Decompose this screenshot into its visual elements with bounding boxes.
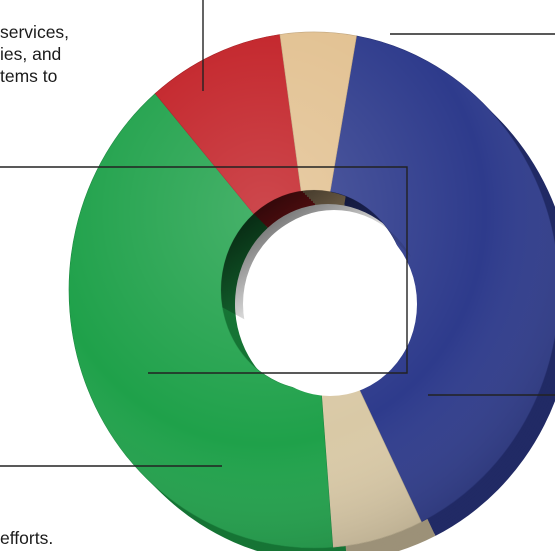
donut-overlay-layer: [69, 32, 555, 548]
leader-line-2: [0, 166, 408, 374]
annotation-fragment-tems-to: tems to: [0, 66, 58, 86]
donut-lighting: [69, 32, 555, 548]
annotation-fragment-ies-and: ies, and: [0, 44, 62, 64]
donut-hole: [243, 212, 417, 396]
donut-hole-shadow: [221, 189, 412, 321]
annotation-fragment-services: services,: [0, 22, 70, 42]
annotation-fragment-efforts: efforts.: [0, 528, 54, 548]
leader-lines-layer: [0, 0, 555, 467]
